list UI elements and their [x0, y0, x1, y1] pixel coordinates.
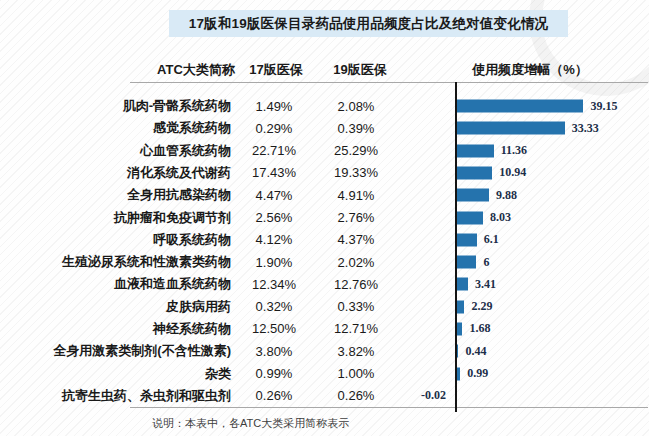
- table-row: 抗寄生虫药、杀虫剂和驱虫剂 0.26% 0.26% -0.02: [0, 385, 649, 407]
- v19-percent: 19.33%: [326, 162, 386, 184]
- v17-percent: 4.47%: [244, 184, 304, 206]
- growth-bar: [457, 345, 458, 358]
- table-row: 全身用抗感染药物 4.47% 4.91% 9.88: [0, 184, 649, 206]
- atc-category-label: 呼吸系统药物: [0, 229, 231, 251]
- growth-value-label: 0.99: [467, 362, 488, 384]
- growth-bar: [457, 100, 583, 113]
- atc-category-label: 抗肿瘤和免疫调节剂: [0, 206, 231, 228]
- atc-category-label: 肌肉-骨骼系统药物: [0, 95, 231, 117]
- growth-bar: [457, 322, 462, 335]
- atc-category-label: 血液和造血系统药物: [0, 273, 231, 295]
- atc-category-label: 心血管系统药物: [0, 140, 231, 162]
- table-row: 血液和造血系统药物 12.34% 12.76% 3.41: [0, 273, 649, 295]
- v17-percent: 4.12%: [244, 229, 304, 251]
- bottom-rule: [130, 407, 648, 408]
- growth-value-label: 9.88: [496, 184, 517, 206]
- v17-percent: 17.43%: [244, 162, 304, 184]
- table-row: 心血管系统药物 22.71% 25.29% 11.36: [0, 140, 649, 162]
- growth-bar: [457, 189, 489, 202]
- atc-category-label: 全身用抗感染药物: [0, 184, 231, 206]
- v17-percent: 0.99%: [244, 362, 304, 384]
- v19-percent: 25.29%: [326, 140, 386, 162]
- header-rule: [130, 82, 648, 83]
- growth-bar: [457, 211, 483, 224]
- growth-bar: [457, 144, 494, 157]
- table-row: 生殖泌尿系统和性激素类药物 1.90% 2.02% 6: [0, 251, 649, 273]
- v19-percent: 2.02%: [326, 251, 386, 273]
- growth-value-label: 10.94: [499, 162, 526, 184]
- growth-value-label: 6.1: [484, 229, 499, 251]
- v17-percent: 0.29%: [244, 117, 304, 139]
- atc-category-label: 杂类: [0, 362, 231, 384]
- v19-percent: 2.08%: [326, 95, 386, 117]
- bar-chart-axis: [455, 82, 457, 412]
- table-row: 抗肿瘤和免疫调节剂 2.56% 2.76% 8.03: [0, 206, 649, 228]
- atc-category-label: 消化系统及代谢药: [0, 162, 231, 184]
- v19-percent: 12.76%: [326, 273, 386, 295]
- growth-bar: [457, 256, 476, 269]
- growth-bar: [457, 278, 468, 291]
- v17-percent: 1.49%: [244, 95, 304, 117]
- table-row: 杂类 0.99% 1.00% 0.99: [0, 362, 649, 384]
- growth-bar: [457, 233, 477, 246]
- v17-percent: 22.71%: [244, 140, 304, 162]
- growth-value-label: 3.41: [475, 273, 496, 295]
- page-title: 17版和19版医保目录药品使用品频度占比及绝对值变化情况: [169, 10, 568, 37]
- growth-value-label: -0.02: [421, 385, 446, 407]
- growth-value-label: 39.15: [590, 95, 617, 117]
- table-body: 肌肉-骨骼系统药物 1.49% 2.08% 39.15 感觉系统药物 0.29% 0.39%…: [0, 95, 649, 407]
- growth-value-label: 11.36: [501, 140, 527, 162]
- v19-percent: 1.00%: [326, 362, 386, 384]
- v17-percent: 0.26%: [244, 385, 304, 407]
- v17-percent: 12.50%: [244, 318, 304, 340]
- v19-percent: 12.71%: [326, 318, 386, 340]
- table-row: 肌肉-骨骼系统药物 1.49% 2.08% 39.15: [0, 95, 649, 117]
- column-header-v17: 17版医保: [246, 58, 306, 82]
- growth-value-label: 2.29: [471, 296, 492, 318]
- growth-value-label: 0.44: [465, 340, 486, 362]
- v17-percent: 0.32%: [244, 296, 304, 318]
- growth-bar: [457, 300, 464, 313]
- chart-container: 17版和19版医保目录药品使用品频度占比及绝对值变化情况 ATC大类简称 17版…: [0, 0, 649, 436]
- growth-value-label: 33.33: [572, 117, 599, 139]
- table-row: 皮肤病用药 0.32% 0.33% 2.29: [0, 296, 649, 318]
- atc-category-label: 神经系统药物: [0, 318, 231, 340]
- atc-category-label: 感觉系统药物: [0, 117, 231, 139]
- v17-percent: 3.80%: [244, 340, 304, 362]
- v19-percent: 0.26%: [326, 385, 386, 407]
- v19-percent: 4.91%: [326, 184, 386, 206]
- table-row: 全身用激素类制剂(不含性激素) 3.80% 3.82% 0.44: [0, 340, 649, 362]
- table-row: 消化系统及代谢药 17.43% 19.33% 10.94: [0, 162, 649, 184]
- v17-percent: 1.90%: [244, 251, 304, 273]
- v17-percent: 12.34%: [244, 273, 304, 295]
- table-row: 感觉系统药物 0.29% 0.39% 33.33: [0, 117, 649, 139]
- v19-percent: 0.33%: [326, 296, 386, 318]
- table-row: 呼吸系统药物 4.12% 4.37% 6.1: [0, 229, 649, 251]
- growth-value-label: 1.68: [469, 318, 490, 340]
- v19-percent: 3.82%: [326, 340, 386, 362]
- table-row: 神经系统药物 12.50% 12.71% 1.68: [0, 318, 649, 340]
- column-header-atc: ATC大类简称: [146, 58, 246, 82]
- growth-bar: [457, 367, 460, 380]
- v19-percent: 0.39%: [326, 117, 386, 139]
- column-header-growth: 使用频度增幅（%）: [450, 58, 610, 82]
- atc-category-label: 抗寄生虫药、杀虫剂和驱虫剂: [0, 385, 231, 407]
- column-header-v19: 19版医保: [330, 58, 390, 82]
- growth-bar: [457, 166, 492, 179]
- footnote: 说明：本表中，各ATC大类采用简称表示: [152, 416, 349, 431]
- atc-category-label: 皮肤病用药: [0, 296, 231, 318]
- atc-category-label: 生殖泌尿系统和性激素类药物: [0, 251, 231, 273]
- atc-category-label: 全身用激素类制剂(不含性激素): [0, 340, 231, 362]
- v19-percent: 2.76%: [326, 206, 386, 228]
- v17-percent: 2.56%: [244, 206, 304, 228]
- growth-bar: [457, 122, 565, 135]
- v19-percent: 4.37%: [326, 229, 386, 251]
- growth-value-label: 8.03: [490, 206, 511, 228]
- growth-value-label: 6: [483, 251, 489, 273]
